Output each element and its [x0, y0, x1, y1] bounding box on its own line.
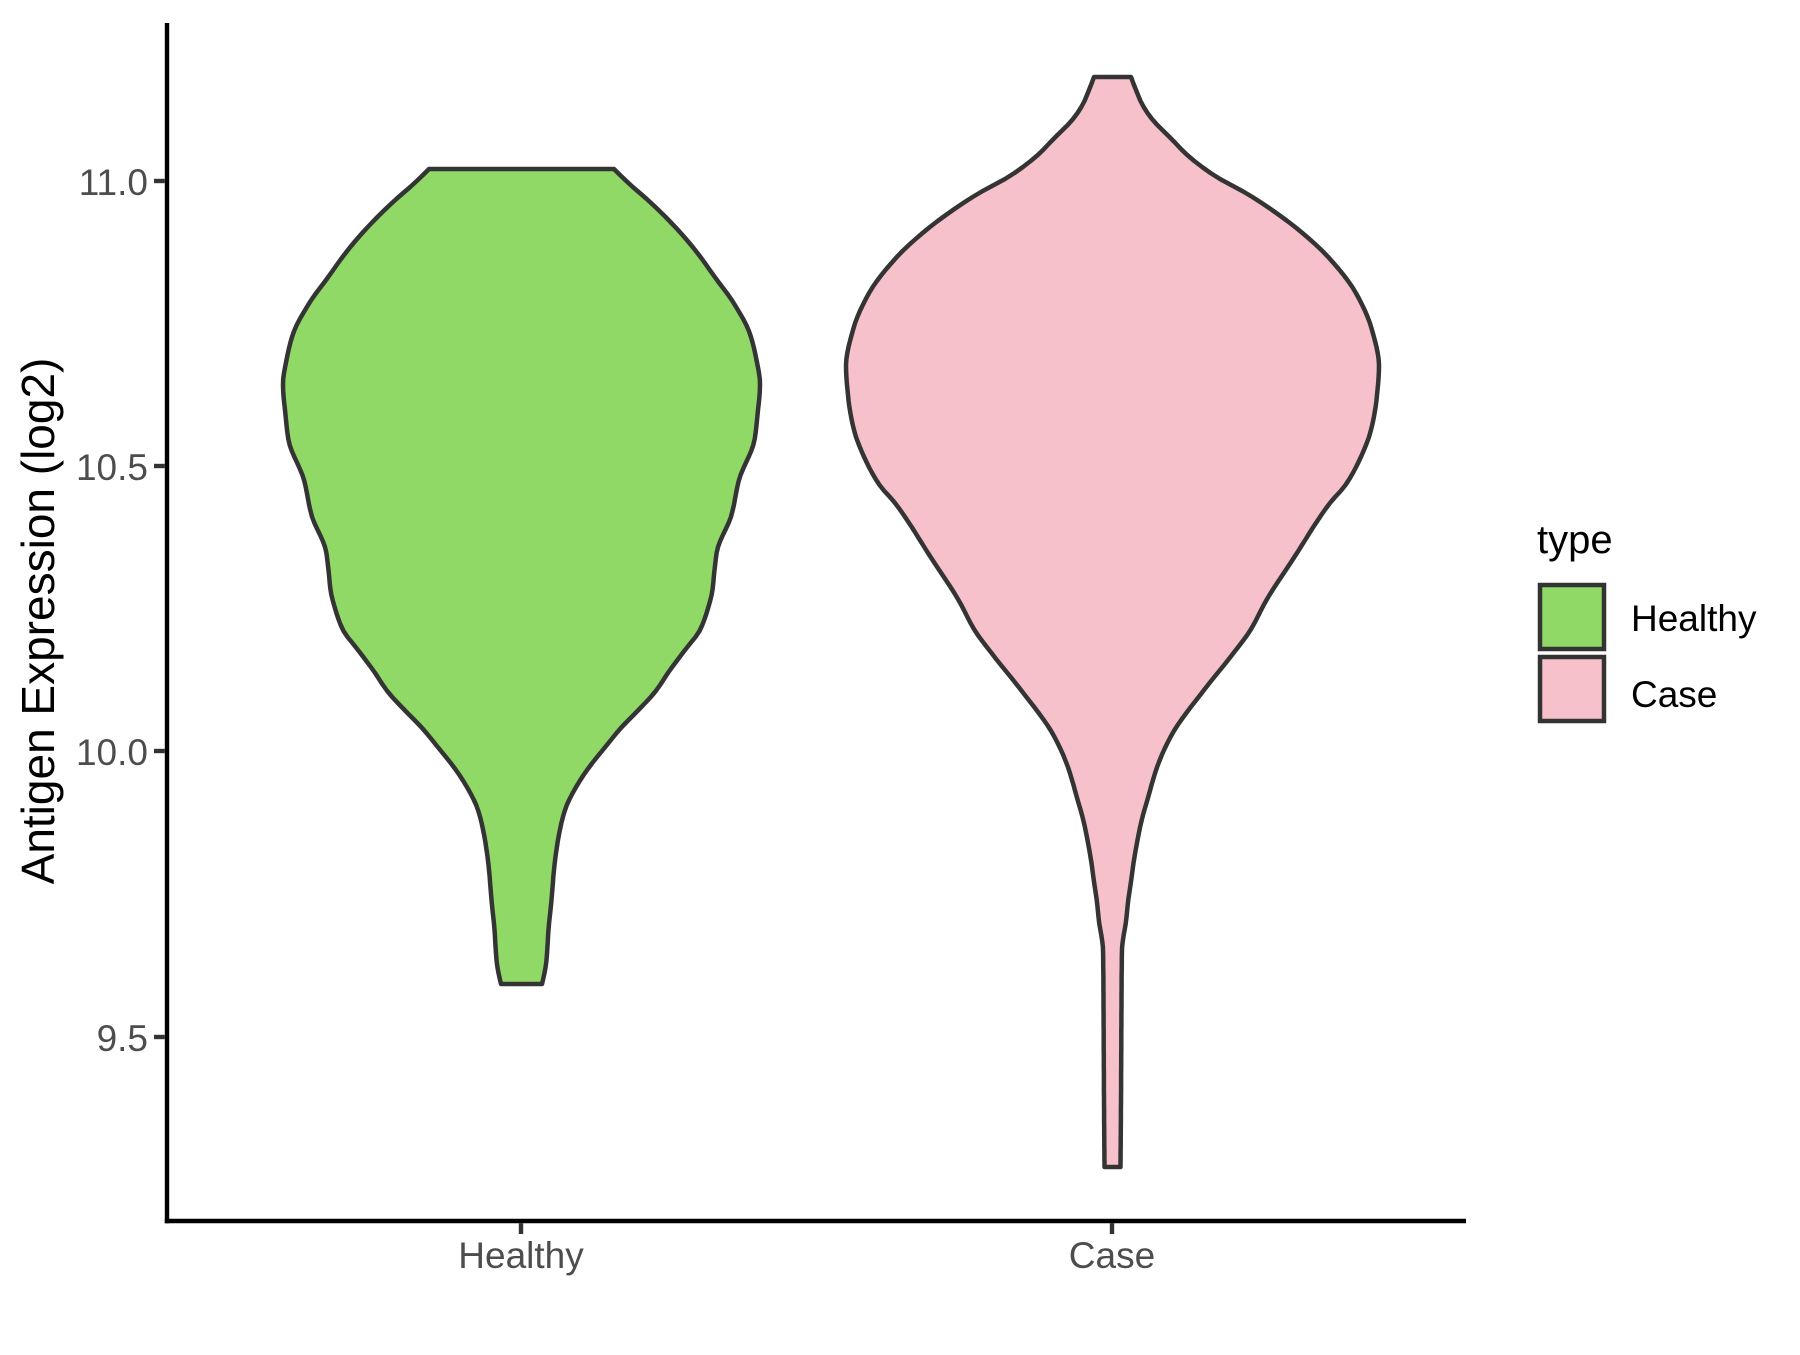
svg-text:9.5: 9.5 [97, 1018, 148, 1059]
svg-text:10.0: 10.0 [76, 732, 148, 773]
svg-text:Case: Case [1069, 1235, 1155, 1276]
svg-text:Case: Case [1631, 674, 1717, 715]
svg-text:Healthy: Healthy [1631, 598, 1757, 639]
svg-text:type: type [1537, 518, 1613, 562]
svg-text:Healthy: Healthy [458, 1235, 584, 1276]
svg-text:Antigen Expression (log2): Antigen Expression (log2) [12, 358, 64, 885]
svg-text:11.0: 11.0 [79, 162, 148, 203]
svg-text:10.5: 10.5 [76, 447, 148, 488]
